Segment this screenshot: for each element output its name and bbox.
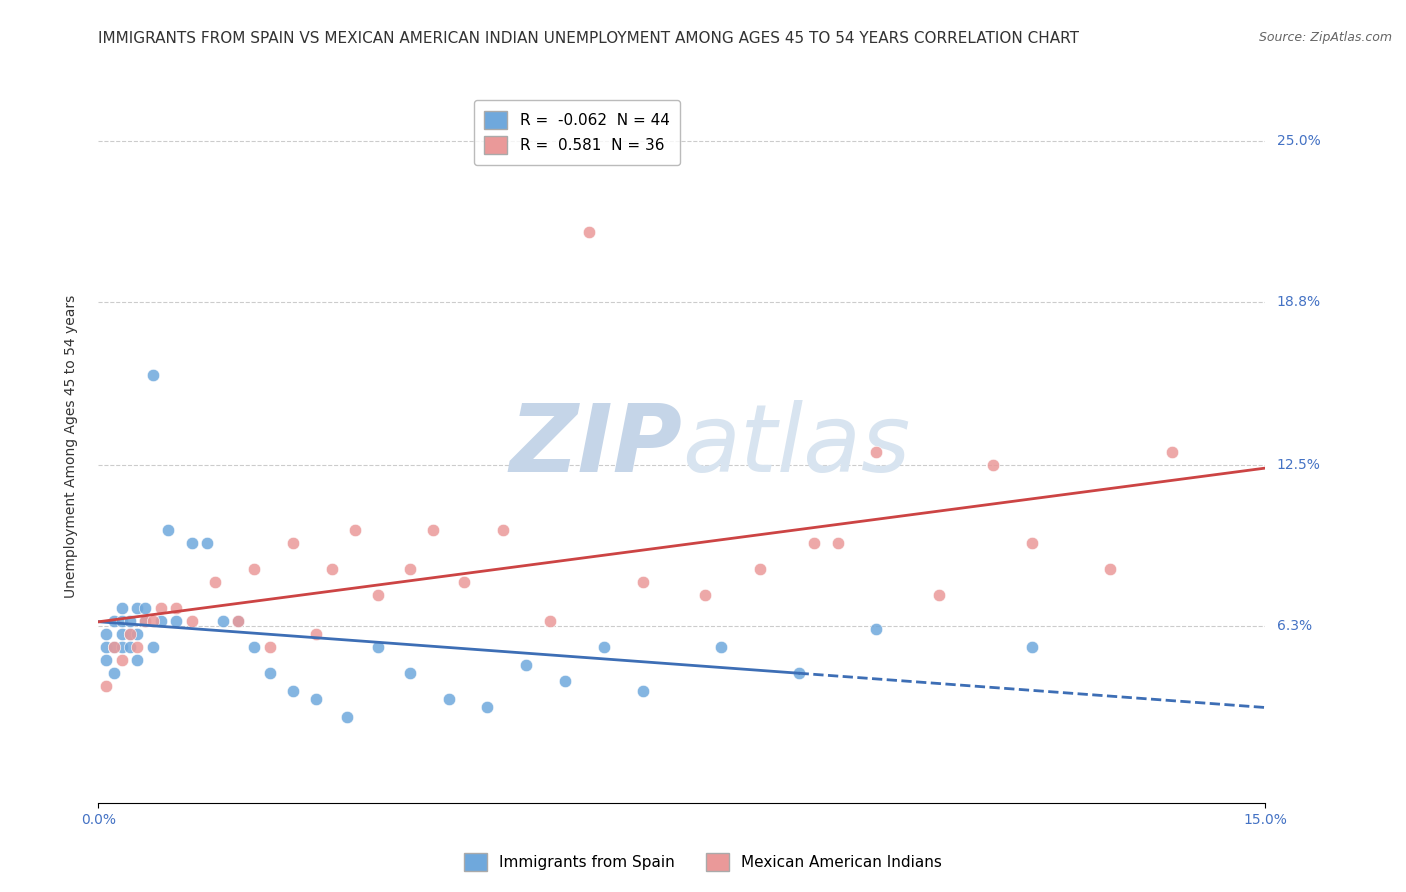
Point: [422, 524, 444, 538]
Point: [305, 627, 328, 641]
Point: [127, 601, 149, 615]
Point: [111, 640, 134, 654]
Point: [134, 601, 156, 615]
Point: [204, 575, 226, 590]
Point: [149, 614, 172, 628]
Point: [103, 666, 125, 681]
Point: [367, 588, 389, 602]
Point: [1021, 536, 1043, 550]
Point: [305, 692, 328, 706]
Point: [398, 666, 420, 681]
Point: [578, 225, 600, 239]
Text: 12.5%: 12.5%: [1277, 458, 1320, 473]
Point: [477, 699, 499, 714]
Point: [118, 627, 141, 641]
Point: [631, 684, 654, 698]
Point: [631, 575, 654, 590]
Point: [127, 640, 149, 654]
Point: [865, 622, 887, 636]
Point: [134, 614, 156, 628]
Point: [1098, 562, 1121, 576]
Point: [195, 536, 218, 550]
Point: [103, 614, 125, 628]
Point: [865, 445, 887, 459]
Point: [212, 614, 235, 628]
Point: [165, 614, 187, 628]
Text: ZIP: ZIP: [509, 400, 682, 492]
Point: [803, 536, 825, 550]
Point: [96, 679, 118, 693]
Point: [336, 710, 359, 724]
Point: [398, 562, 420, 576]
Point: [118, 627, 141, 641]
Point: [1161, 445, 1184, 459]
Point: [981, 458, 1004, 473]
Point: [321, 562, 343, 576]
Point: [111, 627, 134, 641]
Point: [827, 536, 849, 550]
Point: [554, 673, 576, 688]
Point: [103, 640, 125, 654]
Point: [127, 627, 149, 641]
Text: Source: ZipAtlas.com: Source: ZipAtlas.com: [1258, 31, 1392, 45]
Legend: Immigrants from Spain, Mexican American Indians: Immigrants from Spain, Mexican American …: [456, 844, 950, 880]
Point: [142, 368, 165, 382]
Point: [118, 640, 141, 654]
Point: [180, 536, 202, 550]
Point: [259, 640, 281, 654]
Point: [453, 575, 475, 590]
Point: [515, 658, 537, 673]
Point: [111, 614, 134, 628]
Point: [748, 562, 770, 576]
Point: [165, 601, 187, 615]
Point: [134, 614, 156, 628]
Point: [787, 666, 810, 681]
Text: 25.0%: 25.0%: [1277, 134, 1320, 148]
Text: 18.8%: 18.8%: [1277, 295, 1320, 309]
Point: [538, 614, 561, 628]
Point: [103, 640, 125, 654]
Point: [928, 588, 950, 602]
Point: [281, 684, 304, 698]
Point: [96, 627, 118, 641]
Point: [142, 640, 165, 654]
Point: [492, 524, 515, 538]
Legend: R =  -0.062  N = 44, R =  0.581  N = 36: R = -0.062 N = 44, R = 0.581 N = 36: [474, 101, 681, 165]
Point: [96, 640, 118, 654]
Point: [111, 653, 134, 667]
Point: [111, 601, 134, 615]
Point: [593, 640, 616, 654]
Point: [228, 614, 250, 628]
Point: [281, 536, 304, 550]
Text: IMMIGRANTS FROM SPAIN VS MEXICAN AMERICAN INDIAN UNEMPLOYMENT AMONG AGES 45 TO 5: IMMIGRANTS FROM SPAIN VS MEXICAN AMERICA…: [98, 31, 1080, 46]
Y-axis label: Unemployment Among Ages 45 to 54 years: Unemployment Among Ages 45 to 54 years: [63, 294, 77, 598]
Point: [142, 614, 165, 628]
Point: [710, 640, 733, 654]
Point: [180, 614, 202, 628]
Point: [344, 524, 367, 538]
Point: [149, 601, 172, 615]
Point: [96, 653, 118, 667]
Point: [437, 692, 460, 706]
Point: [259, 666, 281, 681]
Point: [695, 588, 717, 602]
Point: [157, 524, 180, 538]
Point: [228, 614, 250, 628]
Point: [243, 562, 266, 576]
Point: [367, 640, 389, 654]
Point: [243, 640, 266, 654]
Point: [1021, 640, 1043, 654]
Text: 6.3%: 6.3%: [1277, 619, 1312, 633]
Point: [127, 653, 149, 667]
Text: atlas: atlas: [682, 401, 910, 491]
Point: [118, 614, 141, 628]
